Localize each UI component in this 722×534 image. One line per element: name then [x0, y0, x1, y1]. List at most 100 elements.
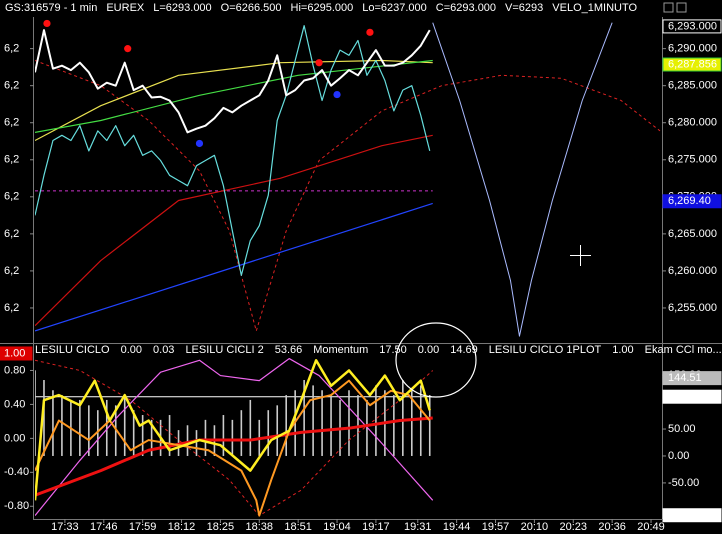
histogram-bar	[105, 399, 108, 456]
y-tick-label: 6,260.000	[668, 265, 717, 277]
histogram-bar	[88, 405, 90, 456]
histogram-bar	[312, 385, 314, 456]
histogram-bar	[186, 425, 189, 456]
x-tick-label: 19:57	[482, 521, 510, 533]
x-tick-label: 18:38	[246, 521, 274, 533]
histogram-bar	[61, 395, 63, 456]
histogram-bar	[195, 430, 198, 456]
histogram-bar	[249, 399, 252, 456]
header-text: Hi=6295.000	[291, 2, 354, 14]
histogram-bar	[123, 395, 126, 456]
histogram-bar	[375, 385, 377, 456]
histogram-bar	[267, 410, 270, 456]
legend-text: LESILU CICLI 2	[185, 344, 263, 356]
x-tick-label: 20:10	[521, 521, 549, 533]
price-marker	[662, 19, 722, 34]
y-tick-label: 6,2	[4, 228, 19, 240]
y-tick-label: 6,2	[4, 43, 19, 55]
window-button[interactable]	[663, 2, 674, 13]
histogram-bar	[52, 390, 54, 456]
y-tick-label: 6,2	[4, 117, 19, 129]
legend-text: Momentum	[313, 344, 368, 356]
histogram-bar	[79, 399, 81, 456]
price-marker	[662, 371, 722, 386]
x-tick-label: 17:33	[51, 521, 79, 533]
signal-dot	[195, 139, 204, 148]
x-tick-label: 17:59	[129, 521, 157, 533]
legend-text: 0.00	[418, 344, 439, 356]
y-tick-label: -0.40	[4, 466, 29, 478]
y-tick-label: 6,2	[4, 302, 19, 314]
legend-text: 1.00	[612, 344, 633, 356]
histogram-bar	[204, 419, 207, 456]
histogram-bar	[303, 380, 305, 456]
x-tick-label: 18:12	[168, 521, 196, 533]
series-line	[35, 29, 431, 134]
price-marker-label: 6,287.856	[668, 58, 717, 70]
x-tick-label: 19:17	[362, 521, 390, 533]
signal-dot	[43, 19, 51, 28]
histogram-bar	[222, 415, 225, 456]
legend-text: 14.69	[450, 344, 478, 356]
series-line	[35, 25, 431, 276]
price-marker	[0, 346, 33, 361]
histogram-bar	[168, 415, 171, 456]
series-line	[35, 59, 433, 142]
price-marker	[662, 389, 722, 404]
crosshair	[570, 245, 591, 266]
x-tick-label: 18:25	[207, 521, 235, 533]
window-button[interactable]	[676, 2, 687, 13]
y-tick-label: 6,290.000	[668, 43, 717, 55]
series-line	[432, 22, 613, 337]
histogram-bar	[402, 380, 404, 456]
y-tick-label: 6,265.000	[668, 228, 717, 240]
legend-text: 0.03	[153, 344, 174, 356]
legend-text: LESILU CICLO 1PLOT	[489, 344, 602, 356]
histogram-bar	[276, 405, 279, 456]
header-text: V=6293	[505, 2, 543, 14]
histogram-bar	[35, 370, 36, 456]
signal-dot	[333, 90, 341, 99]
histogram-bar	[141, 415, 144, 456]
legend-text: LESILU CICLO	[35, 344, 110, 356]
series-line	[35, 134, 433, 327]
histogram-bar	[410, 390, 413, 456]
histogram-bar	[348, 390, 350, 456]
legend-text: Ekam CCl mo...	[645, 344, 722, 356]
y-tick-label: 6,275.000	[668, 154, 717, 166]
y-tick-label: 6,280.000	[668, 117, 717, 129]
series-line	[35, 359, 434, 517]
y-tick-label: 6,2	[4, 80, 19, 92]
x-tick-label: 20:49	[637, 521, 665, 533]
signal-dot	[315, 59, 323, 67]
plot-area	[35, 357, 434, 517]
header-text: EUREX	[106, 2, 145, 14]
price-marker	[662, 194, 722, 209]
histogram-bar	[330, 395, 332, 456]
y-tick-label: 0.40	[4, 398, 25, 410]
price-marker-label: 144.51	[668, 372, 702, 384]
legend-text: 0.00	[121, 344, 142, 356]
y-tick-label: 0.00	[668, 450, 689, 462]
histogram-bar	[132, 410, 135, 456]
x-tick-label: 20:23	[560, 521, 588, 533]
legend-text: 17.50	[379, 344, 407, 356]
series-line	[35, 202, 433, 332]
header-text: Lo=6237.000	[362, 2, 427, 14]
y-tick-label: 6,2	[4, 154, 19, 166]
price-marker-label: 1.00	[4, 347, 25, 359]
plot-area	[35, 19, 661, 337]
price-marker-label: 110.00	[668, 391, 701, 403]
series-line	[35, 359, 431, 501]
price-marker	[662, 508, 722, 523]
signal-dot	[124, 45, 132, 53]
x-tick-label: 20:36	[598, 521, 626, 533]
histogram-bar	[419, 385, 422, 456]
annotation-circle	[395, 322, 477, 398]
header-text: C=6293.000	[436, 2, 496, 14]
histogram-bar	[96, 410, 99, 456]
header-text: GS:316579 - 1 min	[5, 2, 97, 14]
